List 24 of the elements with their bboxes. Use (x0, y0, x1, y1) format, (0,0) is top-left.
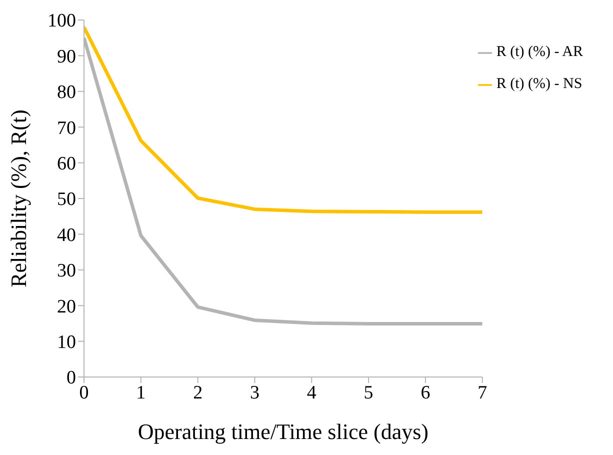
y-tick-label: 30 (57, 260, 76, 282)
line-series (84, 25, 482, 214)
x-tick-label: 1 (136, 382, 146, 404)
x-tick-label: 2 (193, 382, 203, 404)
y-tick-label: 90 (57, 46, 76, 68)
x-axis-title: Operating time/Time slice (days) (138, 419, 428, 444)
y-tick-label: 40 (57, 224, 76, 246)
legend-label: R (t) (%) - NS (496, 76, 582, 92)
y-axis-title: Reliability (%), R(t) (6, 110, 31, 288)
x-tick-label: 7 (478, 382, 488, 404)
y-tick-label: 100 (48, 10, 76, 32)
x-tick-label: 4 (306, 382, 317, 404)
y-tick-label: 10 (57, 332, 76, 354)
legend-label: R (t) (%) - AR (496, 44, 583, 60)
y-tick-label: 0 (66, 368, 76, 389)
y-tick-label: 20 (57, 296, 76, 318)
x-tick-label: 5 (364, 382, 374, 404)
x-tick-label: 3 (250, 382, 260, 404)
y-tick-label: 60 (57, 154, 76, 175)
x-tick-label: 6 (420, 382, 430, 404)
x-tick-label: 0 (79, 382, 89, 404)
y-tick-label: 70 (57, 118, 76, 139)
y-tick-label: 80 (57, 82, 76, 104)
y-tick-label: 50 (57, 189, 76, 210)
